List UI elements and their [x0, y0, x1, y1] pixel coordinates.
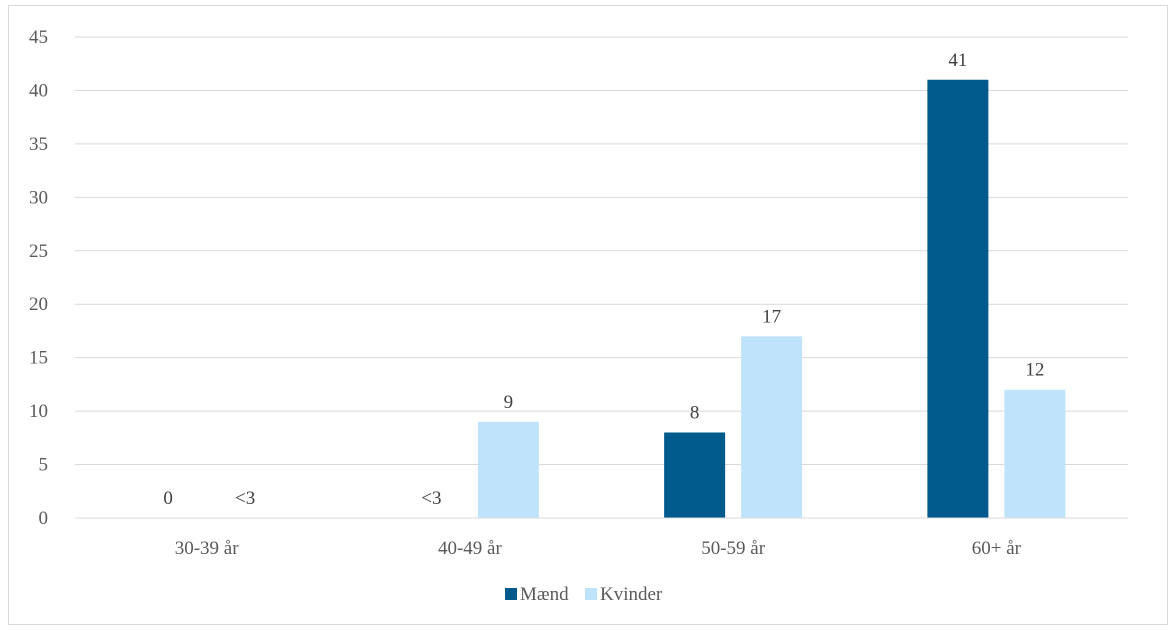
data-label: <3: [421, 488, 441, 509]
data-label: 0: [163, 488, 173, 509]
y-axis-ticks: 0 5 10 15 20 25 30 35 40 45: [29, 27, 48, 529]
y-tick-label: 15: [29, 348, 48, 369]
data-label: 41: [948, 50, 967, 71]
legend-swatch-mænd: [505, 588, 517, 600]
x-category-label: 60+ år: [972, 538, 1022, 559]
data-label: 17: [762, 306, 781, 327]
bar-kvinder: [477, 421, 539, 518]
legend-swatch-kvinder: [585, 588, 597, 600]
y-tick-label: 35: [29, 134, 48, 155]
y-tick-label: 0: [39, 508, 49, 529]
y-tick-label: 45: [29, 27, 48, 48]
legend-label: Kvinder: [600, 584, 663, 605]
bar-mænd: [664, 432, 726, 518]
legend-label: Mænd: [520, 584, 569, 605]
data-label: 8: [690, 402, 700, 423]
y-tick-label: 30: [29, 187, 48, 208]
data-label: 9: [504, 392, 514, 413]
bar-kvinder: [1004, 389, 1066, 518]
bars: [477, 79, 1066, 518]
y-tick-label: 40: [29, 80, 48, 101]
y-tick-label: 10: [29, 401, 48, 422]
legend: Mænd Kvinder: [505, 584, 663, 605]
x-category-label: 40-49 år: [438, 538, 503, 559]
y-tick-label: 5: [39, 455, 49, 476]
data-label: 12: [1025, 360, 1044, 381]
bar-kvinder: [741, 336, 803, 518]
data-labels: 0 <3 <3 9 8 17 41 12: [163, 50, 1044, 509]
y-tick-label: 25: [29, 241, 48, 262]
bar-mænd: [927, 79, 989, 518]
x-category-label: 50-59 år: [701, 538, 766, 559]
x-category-label: 30-39 år: [175, 538, 240, 559]
data-label: <3: [235, 488, 255, 509]
y-tick-label: 20: [29, 294, 48, 315]
x-axis-categories: 30-39 år 40-49 år 50-59 år 60+ år: [175, 538, 1022, 559]
